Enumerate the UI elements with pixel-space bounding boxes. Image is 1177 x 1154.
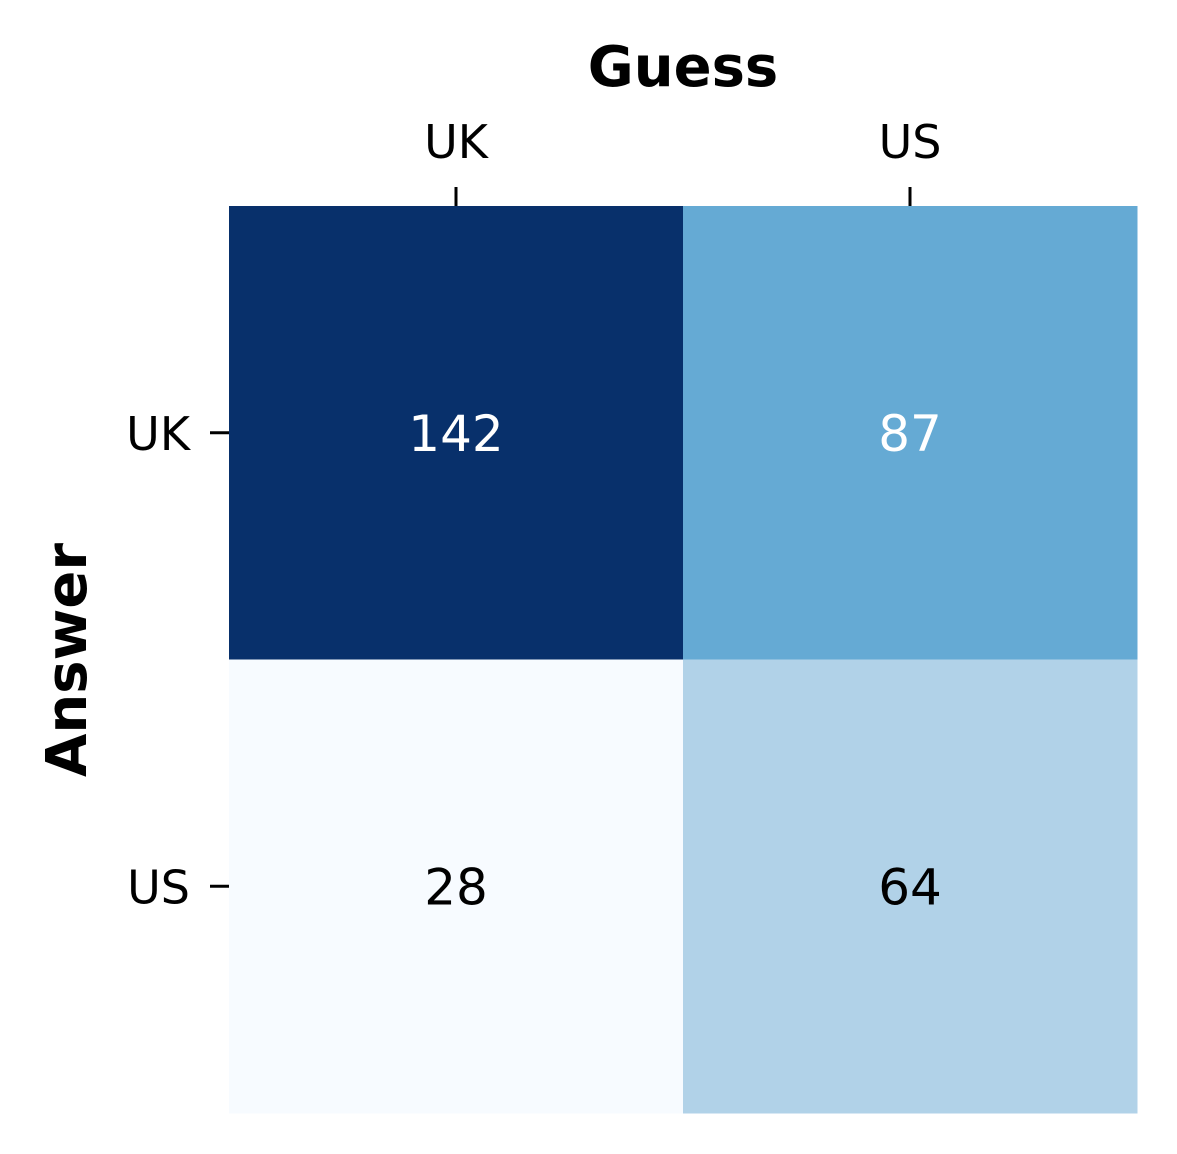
y-axis-title: Answer (35, 543, 100, 777)
x-axis-ticks: UK US (424, 115, 941, 206)
x-axis-title: Guess (588, 35, 778, 100)
heatmap-cell-value: 64 (878, 858, 942, 916)
heatmap-cell (229, 206, 684, 660)
heatmap-cell (683, 659, 1138, 1114)
heatmap-cell-value: 87 (878, 405, 942, 463)
y-axis-ticks: UK US (126, 407, 229, 914)
heatmap-cells (229, 206, 1138, 1114)
heatmap-cell-value: 142 (408, 405, 503, 463)
y-tick-label: UK (126, 407, 192, 461)
heatmap-cell-value: 28 (424, 858, 488, 916)
x-tick-label: US (879, 115, 942, 169)
heatmap-cell-labels: 142 87 28 64 (408, 405, 942, 917)
heatmap-cell (229, 659, 684, 1114)
x-tick-label: UK (424, 115, 490, 169)
y-tick-label: US (127, 860, 190, 914)
heatmap-cell (683, 206, 1138, 660)
